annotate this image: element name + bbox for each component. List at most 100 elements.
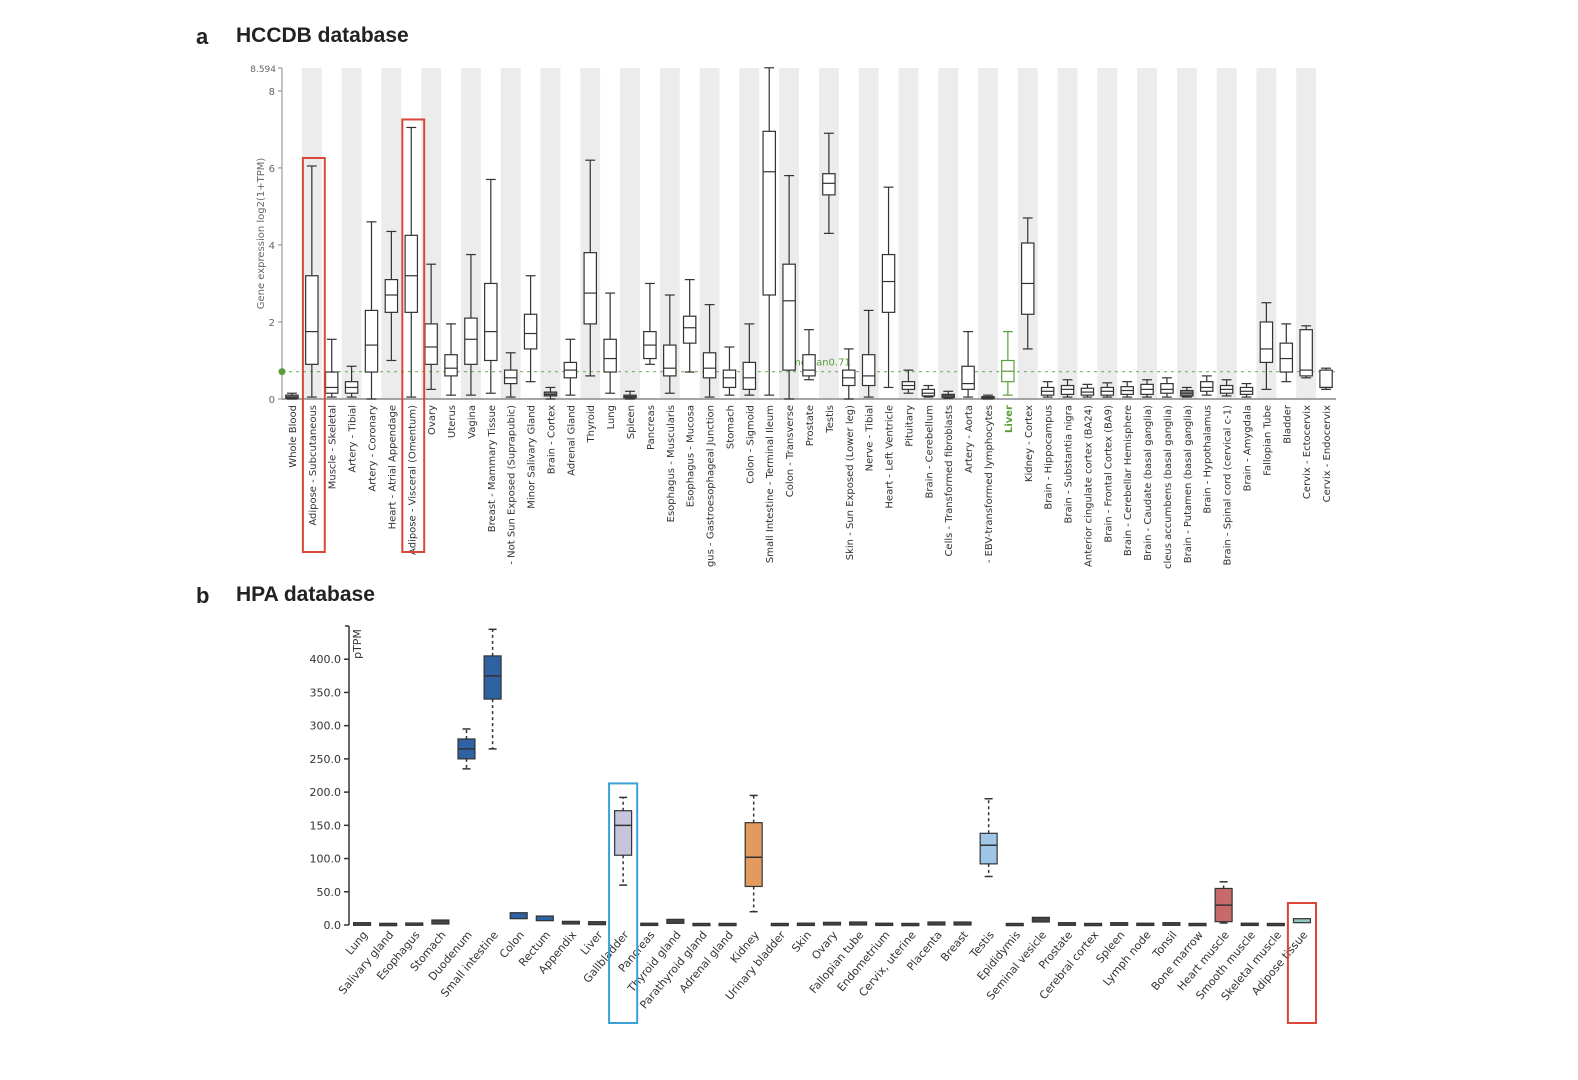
box — [849, 921, 868, 926]
box — [352, 922, 372, 926]
box — [640, 922, 659, 927]
x-tick-label: Placenta — [904, 929, 944, 974]
x-tick-label: - EBV-transformed lymphocytes — [984, 405, 995, 563]
box-endometrium — [875, 922, 894, 927]
x-tick-label: Adrenal Gland — [566, 405, 577, 476]
box--ebv-transformed-lymphocytes — [981, 394, 995, 400]
y-tick-label: 200.0 — [310, 786, 342, 799]
box-seminal-vesicle — [1031, 916, 1050, 923]
x-tick-label: Brain - Cerebellar Hemisphere — [1123, 405, 1134, 556]
box — [901, 922, 920, 927]
x-tick-label: Colon - Sigmoid — [745, 405, 756, 484]
y-tick-label: 350.0 — [310, 686, 342, 699]
box — [1020, 242, 1035, 315]
box — [404, 234, 419, 313]
x-tick-label: Kidney — [728, 928, 762, 965]
background-band — [500, 68, 521, 399]
box-minor-salivary-gland — [523, 275, 538, 383]
x-tick-label: gus - Gastroesophageal Junction — [706, 405, 717, 567]
x-tick-label: Liver — [1004, 405, 1015, 433]
box — [444, 354, 458, 377]
box — [457, 738, 476, 760]
x-tick-label: Brain - Spinal cord (cervical c-1) — [1223, 405, 1234, 566]
box — [782, 263, 796, 371]
box — [1100, 386, 1115, 396]
background-band — [1097, 68, 1118, 399]
x-tick-label: Tonsil — [1150, 929, 1180, 961]
box-prostate — [802, 329, 816, 381]
x-tick-label: Cervix - Endocervix — [1322, 405, 1333, 502]
median-reference-label: median0.71 — [791, 358, 851, 369]
x-tick-label: Pituitary — [904, 405, 915, 447]
box-testis — [979, 798, 998, 878]
box-gallbladder — [614, 796, 633, 886]
x-tick-label: Brain - Hypothalamus — [1203, 405, 1214, 514]
background-band — [858, 68, 879, 399]
x-tick-label: Adipose - Subcutaneous — [308, 405, 319, 526]
box — [1180, 389, 1194, 397]
x-tick-label: Colon — [497, 929, 527, 961]
box-uterus — [444, 323, 458, 396]
box — [344, 381, 359, 394]
box — [1040, 386, 1055, 396]
x-tick-label: Lymph node — [1100, 928, 1153, 988]
y-tick-label: 100.0 — [310, 853, 342, 866]
box — [861, 354, 876, 387]
box-heart-muscle — [1214, 881, 1233, 924]
background-band — [699, 68, 720, 399]
box — [979, 832, 998, 865]
box — [1214, 887, 1233, 923]
box — [1136, 922, 1155, 927]
background-band — [580, 68, 601, 399]
box-muscle-skeletal — [324, 338, 339, 398]
box — [285, 394, 299, 399]
x-tick-label: Heart muscle — [1175, 928, 1232, 993]
box — [927, 921, 946, 926]
box-thyroid — [583, 159, 598, 377]
box — [961, 365, 975, 390]
box-cervix-uterine — [901, 922, 920, 927]
x-tick-label: Appendix — [536, 928, 580, 976]
x-tick-label: Ovary — [809, 928, 840, 962]
box — [802, 354, 816, 377]
box-brain-hypothalamus — [1199, 375, 1214, 396]
x-tick-label: Small intestine — [438, 928, 501, 999]
x-tick-label: Spleen — [1093, 929, 1127, 966]
box — [1080, 387, 1095, 396]
background-band — [301, 68, 322, 399]
x-tick-label: Vagina — [467, 405, 478, 439]
box — [1319, 369, 1333, 389]
x-tick-label: Minor Salivary Gland — [527, 405, 538, 509]
box — [543, 391, 558, 397]
box-lung — [603, 292, 617, 394]
box — [563, 361, 578, 379]
box-skin — [796, 922, 815, 927]
x-tick-label: cleus accumbens (basal ganglia) — [1163, 405, 1174, 569]
x-tick-label: Cells - Transformed fibroblasts — [944, 405, 955, 557]
box — [623, 394, 637, 399]
x-tick-label: Lung — [606, 405, 617, 429]
box-heart-atrial-appendage — [384, 230, 399, 362]
x-tick-label: Adrenal gland — [677, 929, 736, 996]
box — [1005, 922, 1024, 927]
box-heart-left-ventricle — [881, 186, 896, 389]
box — [464, 317, 478, 365]
box — [561, 920, 581, 925]
x-tick-label: Cerebral cortex — [1037, 928, 1102, 1002]
box — [1188, 922, 1207, 927]
box — [881, 253, 896, 313]
x-tick-label: Artery - Tibial — [348, 405, 359, 473]
x-tick-label: Muscle - Skeletal — [328, 405, 339, 489]
background-band — [341, 68, 362, 399]
panel-b-title: HPA database — [236, 583, 375, 606]
y-tick-label: 150.0 — [310, 819, 342, 832]
box-ovary — [424, 263, 438, 390]
x-tick-label: Nerve - Tibial — [865, 405, 876, 471]
box — [305, 275, 319, 365]
box-nerve-tibial — [861, 309, 876, 398]
box-kidney — [744, 794, 763, 913]
x-tick-label: Testis — [825, 405, 836, 434]
box — [1199, 381, 1214, 392]
box-artery-coronary — [364, 221, 379, 400]
box-adipose-visceral-omentum- — [404, 126, 419, 398]
